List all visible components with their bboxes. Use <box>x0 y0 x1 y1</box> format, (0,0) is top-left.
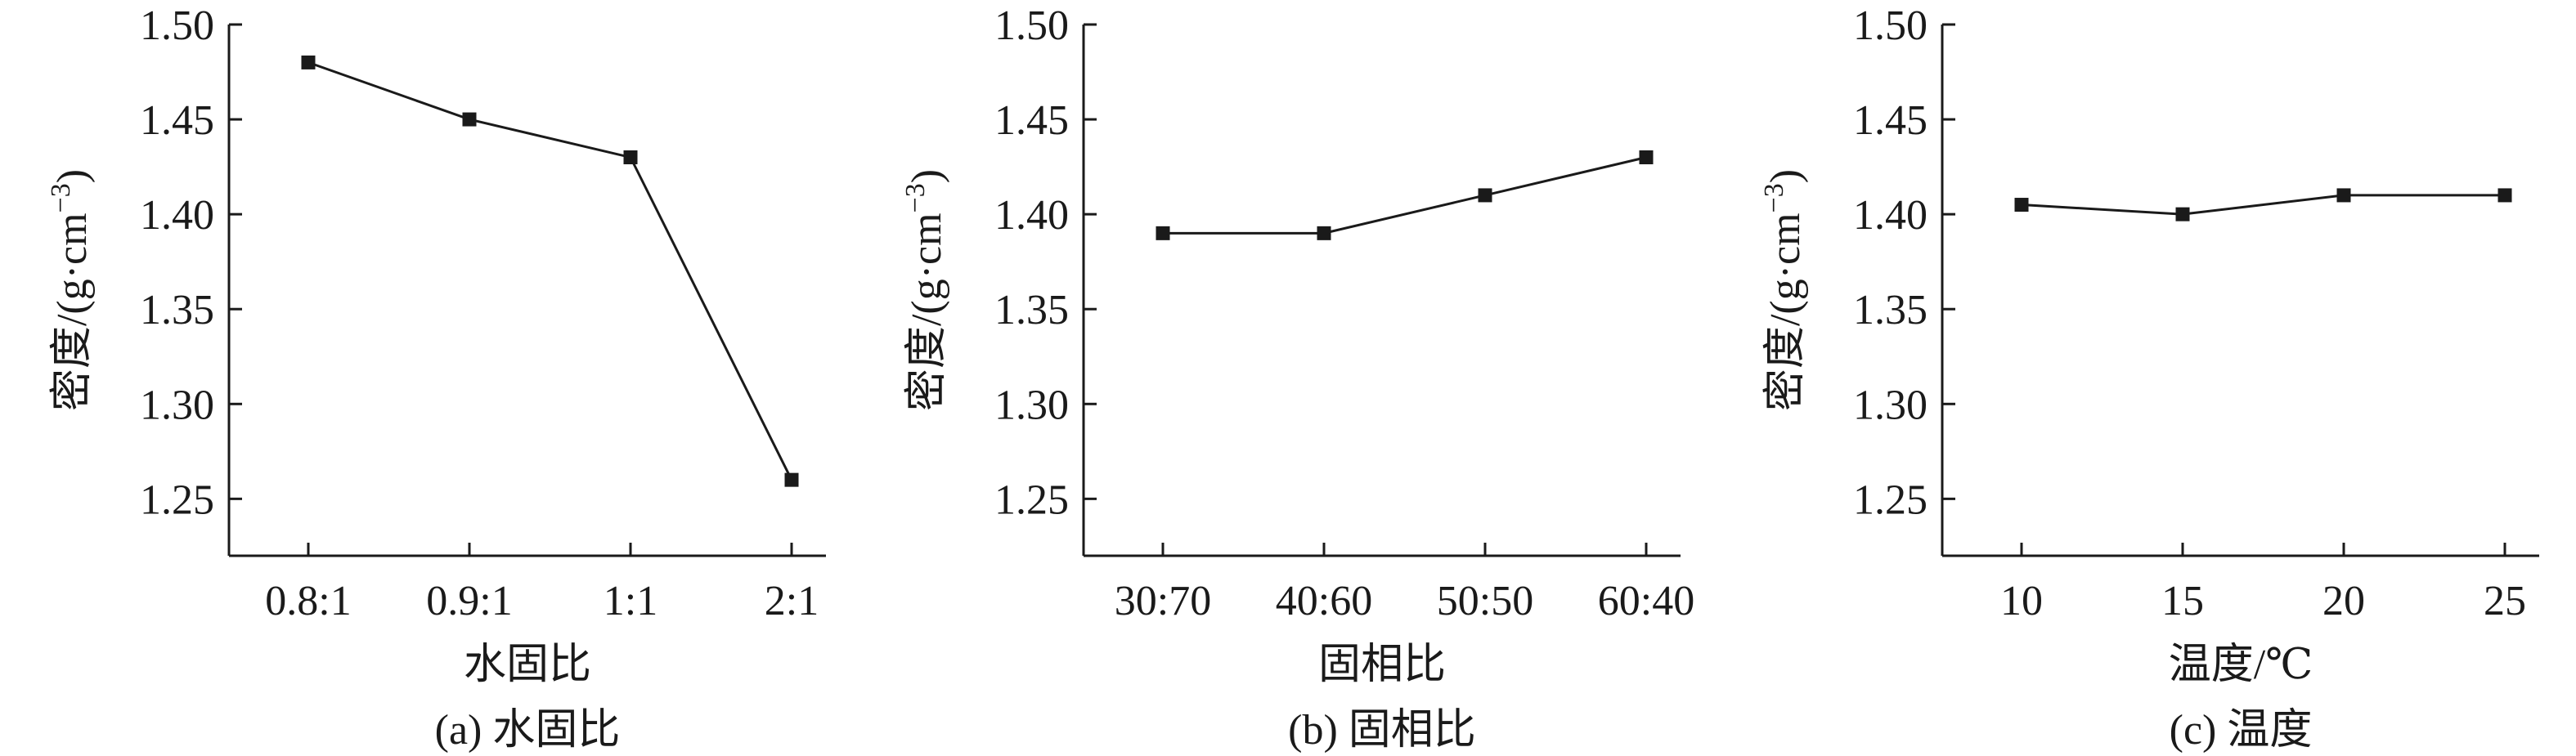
y-tick-label: 1.50 <box>994 2 1069 49</box>
data-point <box>784 472 799 487</box>
y-tick-label: 1.30 <box>994 382 1069 428</box>
y-tick-label: 1.25 <box>994 476 1069 523</box>
data-point <box>1639 150 1654 164</box>
y-tick-label: 1.45 <box>1853 97 1928 144</box>
x-tick-label: 40:60 <box>1276 578 1372 624</box>
x-tick-label: 2:1 <box>765 578 819 624</box>
data-point <box>2175 207 2190 221</box>
chart-panel-0: 1.25 1.30 1.35 1.40 1.45 1.50 0.8:1 0.9:1 1:1 2:1… <box>46 2 826 754</box>
x-tick-label: 25 <box>2484 578 2526 624</box>
series-line <box>1163 156 1647 235</box>
data-point <box>1478 188 1492 203</box>
data-point <box>301 55 316 69</box>
data-point <box>2014 198 2029 212</box>
y-tick-label: 1.40 <box>1853 192 1928 239</box>
x-tick-label: 50:50 <box>1437 578 1533 624</box>
data-point <box>1156 226 1170 240</box>
data-point <box>2497 188 2512 203</box>
data-point <box>462 112 477 127</box>
panel-caption: (c) 温度 <box>2170 707 2313 754</box>
y-tick-label: 1.35 <box>994 287 1069 333</box>
y-tick-label: 1.40 <box>994 192 1069 239</box>
y-axis-title: 密度/(g·cm−3) <box>1759 169 1809 411</box>
x-axis-title: 水固比 <box>464 642 591 688</box>
y-axis-title: 密度/(g·cm−3) <box>46 169 96 411</box>
y-tick-label: 1.45 <box>140 97 214 144</box>
y-tick-label: 1.45 <box>994 97 1069 144</box>
data-point <box>2336 188 2351 203</box>
series-line <box>307 61 793 481</box>
y-tick-label: 1.30 <box>140 382 214 428</box>
x-tick-label: 30:70 <box>1115 578 1211 624</box>
x-tick-label: 10 <box>2000 578 2043 624</box>
panel-caption: (a) 水固比 <box>435 707 621 754</box>
y-axis-title: 密度/(g·cm−3) <box>900 169 950 411</box>
x-tick-label: 20 <box>2322 578 2365 624</box>
y-tick-label: 1.35 <box>140 287 214 333</box>
y-tick-label: 1.40 <box>140 192 214 239</box>
y-tick-label: 1.35 <box>1853 287 1928 333</box>
data-point <box>623 150 638 164</box>
x-axis-title: 固相比 <box>1318 642 1446 688</box>
data-point <box>1317 226 1331 240</box>
y-tick-label: 1.30 <box>1853 382 1928 428</box>
x-tick-label: 60:40 <box>1598 578 1694 624</box>
y-tick-label: 1.50 <box>140 2 214 49</box>
series-line <box>2021 194 2505 216</box>
panel-caption: (b) 固相比 <box>1288 707 1476 754</box>
chart-panel-1: 1.25 1.30 1.35 1.40 1.45 1.50 30:70 40:60 50:50 6… <box>900 2 1694 754</box>
x-tick-label: 0.9:1 <box>426 578 512 624</box>
x-tick-label: 0.8:1 <box>265 578 351 624</box>
chart-panel-2: 1.25 1.30 1.35 1.40 1.45 1.50 10 15 20 25 温度/℃ 密度/(… <box>1759 2 2539 754</box>
x-tick-label: 15 <box>2161 578 2204 624</box>
x-tick-label: 1:1 <box>604 578 657 624</box>
y-tick-label: 1.25 <box>1853 476 1928 523</box>
x-axis-title: 温度/℃ <box>2169 642 2313 688</box>
y-tick-label: 1.50 <box>1853 2 1928 49</box>
y-tick-label: 1.25 <box>140 476 214 523</box>
